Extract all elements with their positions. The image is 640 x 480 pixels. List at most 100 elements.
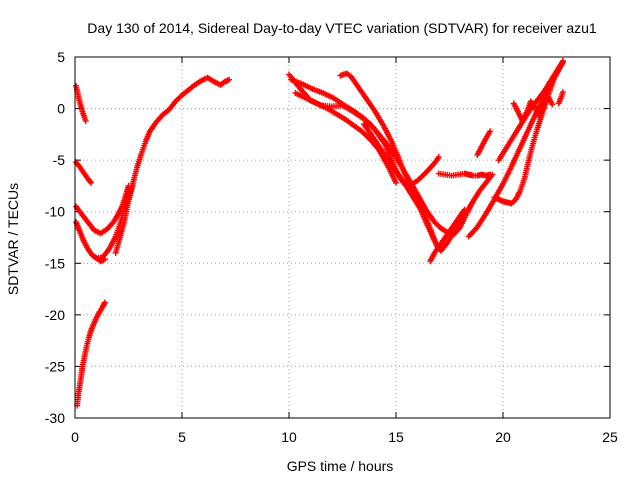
data-marker-segment <box>330 95 346 108</box>
data-marker-segment <box>217 79 227 88</box>
data-marker-segment <box>410 194 422 209</box>
data-marker-segment <box>517 177 527 195</box>
axis-ticks: 0 5 10 15 20 25 -30 -25 -20 -15 -10 -5 0 5 <box>45 49 618 445</box>
data-marker-segment <box>76 163 86 174</box>
data-marker-segment <box>97 227 109 237</box>
data-marker-segment <box>444 231 456 246</box>
data-marker-segment <box>452 214 463 226</box>
x-tick-label: 25 <box>602 429 618 445</box>
data-marker <box>435 154 442 161</box>
data-marker-segment <box>90 316 99 329</box>
data-marker <box>487 128 494 135</box>
x-tick-label: 10 <box>281 429 297 445</box>
data-marker-segment <box>185 83 197 94</box>
data-marker-segment <box>159 107 171 118</box>
data-marker-segment <box>298 80 314 92</box>
x-tick-label: 5 <box>178 429 186 445</box>
data-marker-segment <box>478 137 489 150</box>
data-marker-segment <box>112 223 123 240</box>
data-marker-segment <box>191 78 203 88</box>
data-marker-segment <box>80 237 90 251</box>
data-marker-segment <box>99 300 108 310</box>
data-marker <box>393 179 399 186</box>
data-marker-segment <box>382 153 398 174</box>
data-marker <box>101 299 108 306</box>
data-marker-segment <box>416 204 428 220</box>
plot-frame <box>74 56 611 419</box>
data-marker-segment <box>457 208 467 219</box>
data-marker-segment <box>73 203 84 216</box>
data-marker-segment <box>508 127 520 143</box>
data-marker-segment <box>97 256 107 265</box>
data-marker-segment <box>555 96 564 107</box>
data-marker-segment <box>465 225 479 240</box>
data-marker-segment <box>517 128 531 151</box>
series-arc-d <box>73 219 108 265</box>
series-arc-f <box>112 74 233 256</box>
data-marker <box>226 76 233 83</box>
y-tick-label: -10 <box>45 204 65 220</box>
data-marker-segment <box>540 80 553 96</box>
data-marker-segment <box>358 113 372 126</box>
data-marker-segment <box>474 145 484 158</box>
data-marker-segment <box>510 100 521 114</box>
data-marker-segment <box>88 323 96 334</box>
data-marker-segment <box>450 220 463 236</box>
data-marker-segment <box>138 140 148 157</box>
data-marker-segment <box>431 155 441 167</box>
data-marker-segment <box>76 227 86 242</box>
data-marker-segment <box>367 121 381 136</box>
series-arc-r <box>495 58 566 164</box>
data-marker-segment <box>84 175 93 185</box>
data-marker-segment <box>393 169 409 189</box>
data-marker-segment <box>363 95 377 112</box>
data-marker-segment <box>547 70 559 85</box>
data-marker <box>559 58 566 65</box>
data-marker-segment <box>474 212 488 231</box>
x-tick-label: 0 <box>71 429 79 445</box>
data-marker-segment <box>110 213 120 226</box>
y-tick-label: -5 <box>53 152 66 168</box>
data-marker-segment <box>146 120 159 135</box>
data-marker-segment <box>91 227 103 236</box>
x-axis-label: GPS time / hours <box>287 458 394 474</box>
series-arc-b <box>73 159 95 186</box>
data-marker-segment <box>106 235 118 252</box>
data-marker-segment <box>502 138 514 153</box>
data-marker-segment <box>303 95 319 106</box>
data-marker-segment <box>73 159 82 168</box>
data-points <box>73 58 566 409</box>
data-marker-segment <box>495 148 508 164</box>
data-marker-segment <box>211 78 222 88</box>
data-marker-segment <box>500 165 514 187</box>
data-marker-segment <box>476 181 488 195</box>
data-marker-segment <box>204 74 216 84</box>
data-marker-segment <box>333 110 346 121</box>
y-tick-label: 0 <box>57 101 65 117</box>
data-marker-segment <box>341 115 355 127</box>
data-marker-segment <box>519 111 529 124</box>
series-arc-t <box>555 89 566 107</box>
data-marker-segment <box>153 113 165 125</box>
y-tick-label: -15 <box>45 255 65 271</box>
data-marker-segment <box>414 170 428 184</box>
data-marker-segment <box>172 93 184 105</box>
data-marker-segment <box>557 91 566 102</box>
data-marker-segment <box>470 189 482 205</box>
data-marker-segment <box>320 90 336 101</box>
data-marker-segment <box>470 172 479 179</box>
series-arc-c <box>73 182 132 237</box>
data-marker-segment <box>427 251 437 265</box>
series-arc-o <box>474 128 494 158</box>
data-marker-segment <box>491 182 506 203</box>
data-marker <box>82 117 89 124</box>
data-marker-segment <box>104 220 116 233</box>
data-marker-segment <box>495 196 505 204</box>
series-arc-a <box>73 82 89 124</box>
data-marker-segment <box>482 173 495 186</box>
data-marker-segment <box>93 254 104 262</box>
data-marker-segment <box>448 171 459 179</box>
y-tick-label: -25 <box>45 358 65 374</box>
